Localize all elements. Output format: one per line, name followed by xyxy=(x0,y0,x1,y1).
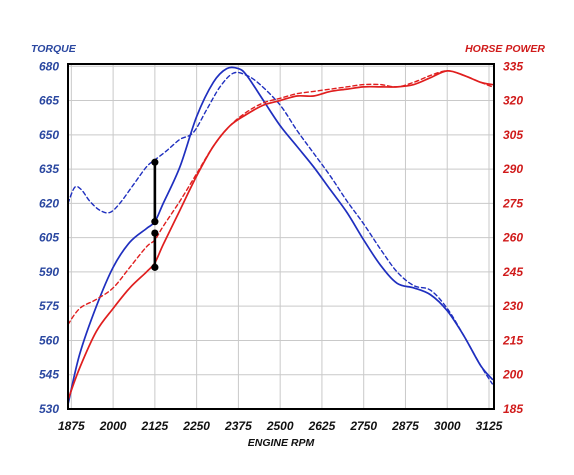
right-tick-label-215: 215 xyxy=(502,333,523,347)
x-tick-label-3000: 3000 xyxy=(434,419,461,433)
tick-layer: 530 545 560 575 590 605 620 635 650 665 680 185 200 2… xyxy=(39,59,523,433)
left-tick-label-680: 680 xyxy=(39,59,59,73)
right-gain-point-end xyxy=(151,229,159,237)
annotation-layer xyxy=(151,158,159,271)
left-tick-label-560: 560 xyxy=(39,333,59,347)
right-tick-label-200: 200 xyxy=(502,368,523,382)
torque-solid-series-line xyxy=(67,66,494,406)
left-tick-label-590: 590 xyxy=(39,265,59,279)
right-tick-label-320: 320 xyxy=(503,94,523,108)
right-tick-label-335: 335 xyxy=(503,59,523,73)
series-layer xyxy=(67,66,494,406)
left-axis-title: TORQUE xyxy=(31,43,77,55)
x-tick-label-2625: 2625 xyxy=(308,419,336,433)
x-tick-label-2875: 2875 xyxy=(391,419,419,433)
right-tick-label-260: 260 xyxy=(502,231,523,245)
left-tick-label-650: 650 xyxy=(39,128,59,142)
x-axis-title: ENGINE RPM xyxy=(248,437,315,449)
x-tick-label-2500: 2500 xyxy=(266,419,294,433)
left-gain-point-start xyxy=(151,218,159,226)
x-tick-label-1875: 1875 xyxy=(58,419,85,433)
torque-dashed-series-line xyxy=(67,71,494,385)
left-gain-point-end xyxy=(151,158,159,166)
left-tick-label-665: 665 xyxy=(39,94,59,108)
x-tick-label-2250: 2250 xyxy=(182,419,210,433)
left-tick-label-575: 575 xyxy=(39,299,59,313)
left-tick-label-635: 635 xyxy=(39,162,59,176)
right-axis-title: HORSE POWER xyxy=(465,43,545,55)
right-tick-label-305: 305 xyxy=(503,128,523,142)
grid-layer xyxy=(68,64,494,410)
right-tick-label-290: 290 xyxy=(502,162,523,176)
x-tick-label-2125: 2125 xyxy=(141,419,169,433)
x-tick-label-2000: 2000 xyxy=(99,419,127,433)
right-tick-label-275: 275 xyxy=(502,196,523,210)
x-tick-label-2750: 2750 xyxy=(349,419,377,433)
right-gain-point-start xyxy=(151,263,159,271)
right-tick-label-245: 245 xyxy=(502,265,523,279)
plot-frame xyxy=(67,63,495,410)
horsepower-solid-series-line xyxy=(67,70,494,401)
left-tick-label-620: 620 xyxy=(39,196,59,210)
left-tick-label-605: 605 xyxy=(39,231,59,245)
left-tick-label-545: 545 xyxy=(39,368,59,382)
x-tick-label-2375: 2375 xyxy=(224,419,252,433)
horsepower-dashed-series-line xyxy=(67,70,494,326)
x-tick-label-3125: 3125 xyxy=(476,419,503,433)
right-tick-label-230: 230 xyxy=(502,299,523,313)
right-tick-label-185: 185 xyxy=(503,402,523,416)
left-tick-label-530: 530 xyxy=(39,402,59,416)
